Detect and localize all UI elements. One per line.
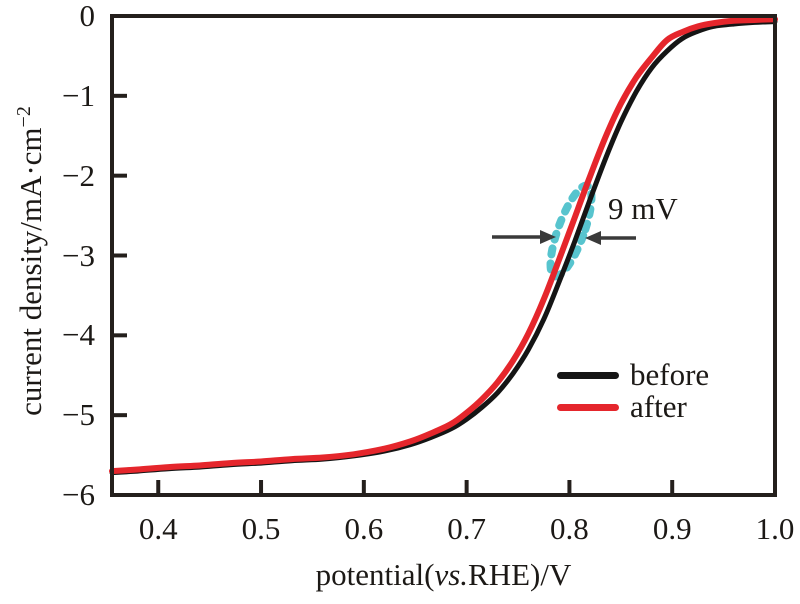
y-axis-label-superscript: −2 — [12, 106, 35, 128]
legend-swatch-after — [557, 403, 619, 411]
y-axis-label-text: current density/mA·cm — [13, 127, 49, 416]
x-axis-tick-label: 0.7 — [447, 511, 486, 546]
y-axis-tick-label: −3 — [62, 237, 95, 273]
y-axis-tick-label: −1 — [62, 77, 95, 113]
legend-swatch-before — [557, 371, 619, 379]
y-axis-tick-label: −6 — [62, 477, 95, 512]
curve-after — [109, 16, 778, 475]
x-axis-tick-label: 1.0 — [755, 511, 795, 546]
annotation-arrow-left-head-icon — [540, 230, 556, 244]
x-axis-tick-label: 0.4 — [138, 511, 178, 546]
x-axis-label-italic: vs. — [434, 557, 469, 592]
annotation-label: 9 mV — [608, 191, 678, 226]
legend-entry-after: after — [557, 391, 709, 423]
y-axis-tick-label: −4 — [62, 317, 95, 353]
legend-label-after: after — [630, 389, 687, 424]
y-axis-label: current density/mA·cm−2 — [13, 106, 49, 416]
plot-frame — [110, 14, 777, 497]
legend-entry-before: before — [557, 359, 709, 391]
x-axis-tick-label: 0.9 — [652, 511, 692, 546]
x-axis-label: potential(vs.RHE)/V — [112, 557, 775, 593]
y-axis-tick-label: 0 — [79, 0, 96, 33]
x-axis-label-prefix: potential( — [315, 557, 435, 592]
y-axis-tick-label: −5 — [62, 397, 95, 433]
x-axis-tick-label: 0.5 — [241, 511, 281, 546]
x-axis-tick-label: 0.8 — [550, 511, 589, 546]
legend: before after — [557, 359, 709, 423]
x-axis-label-suffix: RHE)/V — [468, 557, 572, 592]
x-axis-tick-label: 0.6 — [344, 511, 384, 546]
y-axis-tick-label: −2 — [62, 157, 95, 193]
legend-label-before: before — [630, 357, 710, 392]
annotation-arrow-right-head-icon — [585, 231, 601, 245]
